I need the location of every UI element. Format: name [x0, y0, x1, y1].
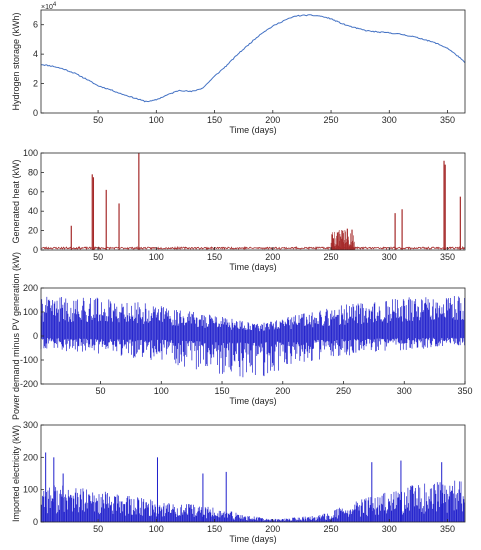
x-tick-label: 100 [149, 252, 164, 262]
x-tick-label: 50 [93, 115, 103, 125]
x-axis-label: Time (days) [229, 396, 276, 406]
x-tick-label: 350 [440, 524, 455, 534]
y-multiplier-base: ×10 [41, 4, 53, 11]
chart-4: 50 100 150 200 250 300 350 0 100 200 300 Time (days… [11, 420, 466, 544]
x-tick-label: 300 [397, 386, 412, 396]
y-multiplier: ×104 [41, 2, 57, 11]
y-tick-label: 0 [33, 245, 38, 255]
y-tick-label: 100 [23, 148, 38, 158]
x-tick-label: 200 [265, 252, 280, 262]
hydrogen-storage-line [40, 14, 466, 103]
x-tick-label: 350 [440, 115, 455, 125]
x-tick-label: 50 [96, 386, 106, 396]
x-tick-label: 200 [265, 524, 280, 534]
y-tick-label: 200 [23, 283, 38, 293]
x-tick-label: 350 [440, 252, 455, 262]
y-axis-label: Generated heat (kW) [11, 159, 21, 243]
y-tick-label: -100 [20, 355, 38, 365]
chart-4-axes-box [40, 424, 466, 523]
chart-3: 50 100 150 200 250 300 350-200-1000100200Time … [11, 252, 473, 420]
x-tick-label: 250 [324, 252, 339, 262]
y-tick-label: 4 [33, 49, 38, 59]
chart-4-series [40, 452, 465, 522]
chart-2: 50 100 150 200 250 300 350 0 20 40 60 80 100 Time (da… [11, 148, 466, 272]
y-tick-label: 200 [23, 452, 38, 462]
x-axis-label: Time (days) [229, 534, 276, 544]
chart-1: 50 100 150 200 250 300 350 0 2 4 6 Time (days) Hydro… [11, 2, 466, 135]
chart-1-series [40, 14, 466, 103]
x-tick-label: 100 [149, 115, 164, 125]
x-tick-label: 150 [207, 524, 222, 534]
x-axis-label: Time (days) [229, 125, 276, 135]
y-tick-label: 100 [23, 485, 38, 495]
x-tick-label: 200 [265, 115, 280, 125]
y-tick-label: 0 [33, 108, 38, 118]
chart-2-series [40, 153, 466, 251]
y-tick-label: 80 [28, 167, 38, 177]
heat-baseline-line [40, 245, 466, 251]
y-tick-label: -200 [20, 379, 38, 389]
x-tick-label: 250 [324, 524, 339, 534]
x-tick-label: 300 [382, 524, 397, 534]
y-tick-label: 60 [28, 187, 38, 197]
y-axis-label: Power demand minus PV generation (kW) [11, 252, 21, 420]
x-tick-label: 350 [457, 386, 472, 396]
chart-2-axes-box [40, 152, 466, 251]
x-tick-label: 300 [382, 115, 397, 125]
y-tick-label: 300 [23, 420, 38, 430]
chart-1-axes-box [40, 9, 466, 114]
x-tick-label: 50 [93, 252, 103, 262]
y-multiplier-exponent: 4 [53, 2, 57, 8]
y-tick-label: 2 [33, 79, 38, 89]
x-tick-label: 200 [275, 386, 290, 396]
x-tick-label: 300 [382, 252, 397, 262]
y-axis-label: Imported electricity (kW) [11, 425, 21, 522]
x-tick-label: 150 [207, 115, 222, 125]
x-tick-label: 250 [324, 115, 339, 125]
chart-3-series [40, 296, 465, 378]
x-tick-label: 100 [154, 386, 169, 396]
y-tick-label: 6 [33, 20, 38, 30]
y-tick-label: 0 [33, 331, 38, 341]
x-tick-label: 150 [207, 252, 222, 262]
x-tick-label: 50 [93, 524, 103, 534]
y-axis-label: Hydrogen storage (kWh) [11, 12, 21, 110]
y-tick-label: 0 [33, 517, 38, 527]
x-tick-label: 100 [149, 524, 164, 534]
x-tick-label: 250 [336, 386, 351, 396]
y-tick-label: 100 [23, 307, 38, 317]
y-tick-label: 40 [28, 206, 38, 216]
x-axis-label: Time (days) [229, 262, 276, 272]
x-tick-label: 150 [215, 386, 230, 396]
y-tick-label: 20 [28, 226, 38, 236]
